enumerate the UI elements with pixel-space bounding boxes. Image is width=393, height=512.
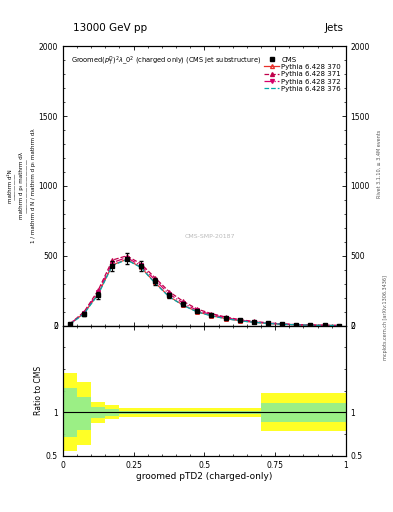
Pythia 6.428 371 [209,311,214,317]
Pythia 6.428 372 [167,291,171,297]
Pythia 6.428 376 [110,262,115,268]
Pythia 6.428 371 [96,287,101,293]
Line: Pythia 6.428 370: Pythia 6.428 370 [68,258,341,328]
Pythia 6.428 372 [308,322,313,328]
Pythia 6.428 370 [237,318,242,324]
Pythia 6.428 371 [280,321,285,327]
Pythia 6.428 371 [322,322,327,328]
Pythia 6.428 371 [266,320,270,326]
Pythia 6.428 371 [110,257,115,263]
Pythia 6.428 370 [138,264,143,270]
Pythia 6.428 376 [322,323,327,329]
Pythia 6.428 372 [82,309,86,315]
Pythia 6.428 376 [167,294,171,300]
Pythia 6.428 372 [336,323,341,329]
Pythia 6.428 372 [280,321,285,327]
Pythia 6.428 370 [96,291,101,297]
Pythia 6.428 371 [223,314,228,320]
Pythia 6.428 370 [209,313,214,319]
Pythia 6.428 370 [124,257,129,263]
Pythia 6.428 376 [223,315,228,322]
Text: Groomed$(p_T^D)^2\lambda\_0^2$ (charged only) (CMS jet substructure): Groomed$(p_T^D)^2\lambda\_0^2$ (charged … [72,54,262,68]
Pythia 6.428 370 [110,262,115,268]
Pythia 6.428 370 [294,322,299,328]
Pythia 6.428 370 [82,310,86,316]
Pythia 6.428 376 [336,323,341,329]
Pythia 6.428 371 [167,288,171,294]
Pythia 6.428 376 [68,321,72,327]
Pythia 6.428 370 [252,319,256,326]
Pythia 6.428 376 [152,280,157,286]
Pythia 6.428 376 [82,311,86,317]
Pythia 6.428 371 [294,322,299,328]
Pythia 6.428 376 [96,291,101,297]
Pythia 6.428 372 [223,314,228,321]
Line: Pythia 6.428 371: Pythia 6.428 371 [68,254,341,328]
Pythia 6.428 376 [237,318,242,324]
Pythia 6.428 372 [181,300,185,306]
Y-axis label: mathrm d²N
—————
mathrm d pₜ mathrm dλ
——————————
1 / mathrm d N / mathrm d pₜ m: mathrm d²N ————— mathrm d pₜ mathrm dλ —… [8,129,36,243]
Pythia 6.428 376 [138,264,143,270]
Pythia 6.428 370 [195,309,200,315]
Pythia 6.428 370 [280,321,285,327]
Pythia 6.428 376 [266,321,270,327]
Pythia 6.428 370 [167,293,171,300]
Pythia 6.428 371 [152,274,157,281]
Text: 13000 GeV pp: 13000 GeV pp [73,23,147,33]
Pythia 6.428 371 [138,261,143,267]
Text: Jets: Jets [325,23,344,33]
Pythia 6.428 372 [68,321,72,327]
Pythia 6.428 376 [181,302,185,308]
Text: CMS-SMP-20187: CMS-SMP-20187 [185,234,235,239]
Line: Pythia 6.428 376: Pythia 6.428 376 [70,260,339,326]
Pythia 6.428 376 [308,322,313,328]
Pythia 6.428 372 [266,320,270,326]
Pythia 6.428 372 [237,317,242,323]
Pythia 6.428 370 [152,280,157,286]
Pythia 6.428 371 [181,298,185,305]
Pythia 6.428 370 [322,323,327,329]
Pythia 6.428 376 [209,313,214,319]
Legend: CMS, Pythia 6.428 370, Pythia 6.428 371, Pythia 6.428 372, Pythia 6.428 376: CMS, Pythia 6.428 370, Pythia 6.428 371,… [263,55,342,94]
Pythia 6.428 371 [124,253,129,259]
Pythia 6.428 371 [68,321,72,327]
Pythia 6.428 376 [195,309,200,315]
Y-axis label: Ratio to CMS: Ratio to CMS [34,366,43,415]
Pythia 6.428 372 [195,307,200,313]
Pythia 6.428 370 [68,321,72,327]
Pythia 6.428 370 [308,322,313,328]
Pythia 6.428 372 [322,323,327,329]
Pythia 6.428 372 [209,311,214,317]
Pythia 6.428 371 [252,318,256,325]
Pythia 6.428 371 [237,316,242,323]
Pythia 6.428 376 [280,321,285,327]
Line: Pythia 6.428 372: Pythia 6.428 372 [68,255,341,328]
Text: Rivet 3.1.10, ≥ 3.4M events: Rivet 3.1.10, ≥ 3.4M events [377,130,382,198]
Pythia 6.428 370 [181,302,185,308]
Pythia 6.428 376 [252,319,256,326]
X-axis label: groomed pTD2 (charged-only): groomed pTD2 (charged-only) [136,472,273,481]
Pythia 6.428 376 [294,322,299,328]
Pythia 6.428 370 [266,321,270,327]
Pythia 6.428 372 [110,260,115,266]
Pythia 6.428 371 [195,306,200,312]
Pythia 6.428 372 [124,254,129,261]
Pythia 6.428 372 [152,276,157,283]
Pythia 6.428 370 [223,315,228,322]
Pythia 6.428 370 [336,323,341,329]
Pythia 6.428 371 [308,322,313,328]
Pythia 6.428 372 [138,262,143,268]
Pythia 6.428 371 [82,309,86,315]
Pythia 6.428 372 [96,289,101,295]
Pythia 6.428 376 [124,257,129,263]
Pythia 6.428 371 [336,323,341,329]
Text: mcplots.cern.ch [arXiv:1306.3436]: mcplots.cern.ch [arXiv:1306.3436] [383,275,387,360]
Pythia 6.428 372 [294,322,299,328]
Pythia 6.428 372 [252,319,256,325]
